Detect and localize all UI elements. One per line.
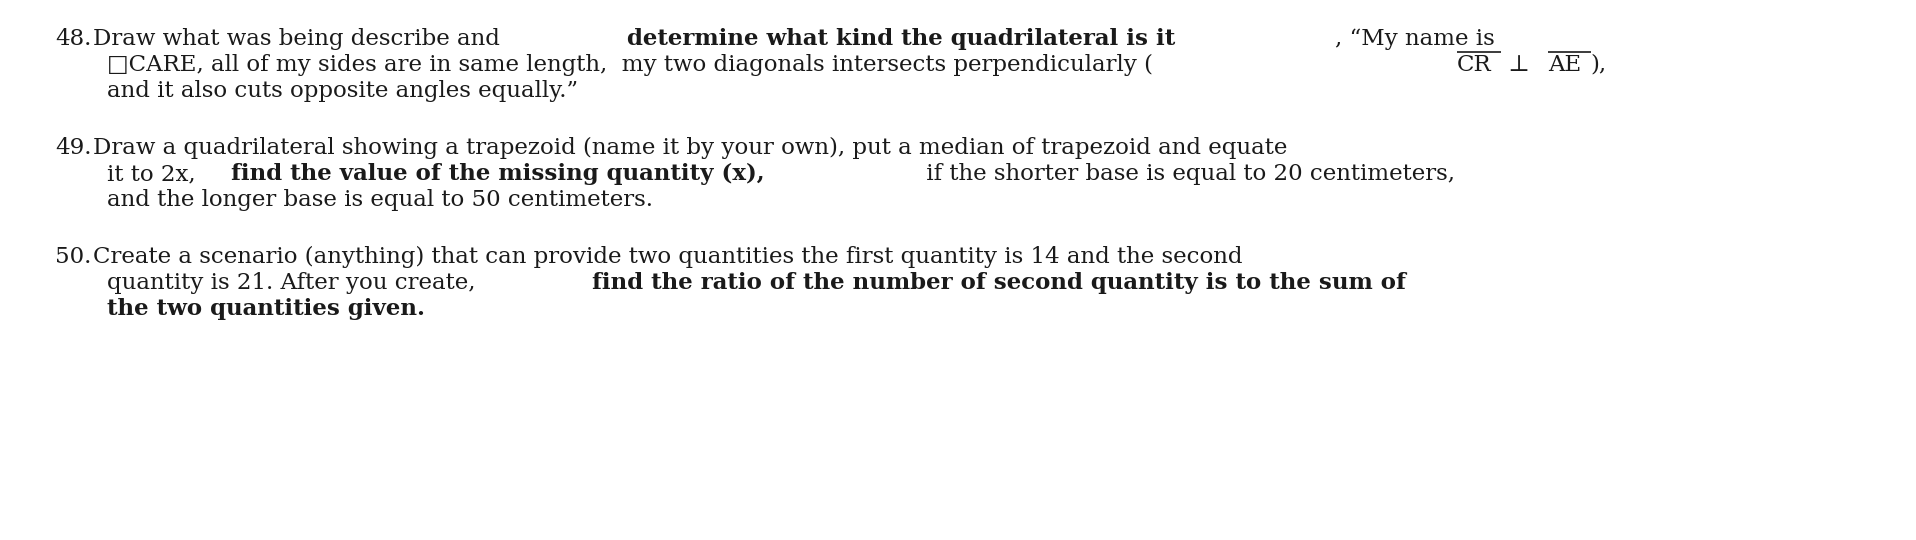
Text: Draw what was being describe and: Draw what was being describe and bbox=[94, 28, 508, 50]
Text: 48.: 48. bbox=[56, 28, 92, 50]
Text: □CARE, all of my sides are in same length,  my two diagonals intersects perpendi: □CARE, all of my sides are in same lengt… bbox=[107, 54, 1153, 76]
Text: find the value of the missing quantity (x),: find the value of the missing quantity (… bbox=[230, 163, 764, 185]
Text: Draw a quadrilateral showing a trapezoid (name it by your own), put a median of : Draw a quadrilateral showing a trapezoid… bbox=[94, 137, 1288, 159]
Text: the two quantities given.: the two quantities given. bbox=[107, 298, 425, 320]
Text: it to 2x,: it to 2x, bbox=[107, 163, 203, 185]
Text: and the longer base is equal to 50 centimeters.: and the longer base is equal to 50 centi… bbox=[107, 189, 653, 211]
Text: , “My name is: , “My name is bbox=[1335, 28, 1494, 50]
Text: quantity is 21. After you create,: quantity is 21. After you create, bbox=[107, 272, 483, 294]
Text: 50.: 50. bbox=[56, 246, 92, 268]
Text: CR: CR bbox=[1456, 54, 1491, 76]
Text: determine what kind the quadrilateral is it: determine what kind the quadrilateral is… bbox=[627, 28, 1176, 50]
Text: Create a scenario (anything) that can provide two quantities the first quantity : Create a scenario (anything) that can pr… bbox=[94, 246, 1242, 268]
Text: AE: AE bbox=[1548, 54, 1581, 76]
Text: 49.: 49. bbox=[56, 137, 92, 159]
Text: and it also cuts opposite angles equally.”: and it also cuts opposite angles equally… bbox=[107, 80, 579, 102]
Text: ⊥: ⊥ bbox=[1502, 54, 1537, 76]
Text: find the ratio of the number of second quantity is to the sum of: find the ratio of the number of second q… bbox=[592, 272, 1406, 294]
Text: if the shorter base is equal to 20 centimeters,: if the shorter base is equal to 20 centi… bbox=[920, 163, 1456, 185]
Text: ),: ), bbox=[1590, 54, 1608, 76]
